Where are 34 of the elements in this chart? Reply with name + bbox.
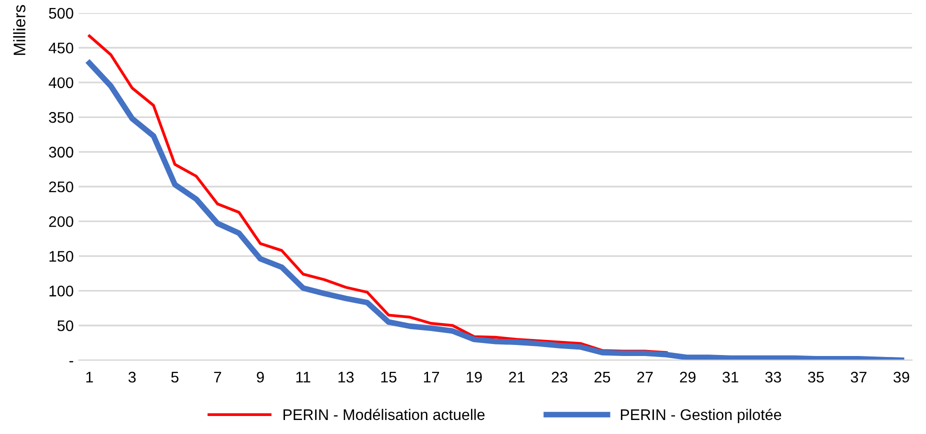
x-tick-label: 19	[466, 372, 482, 383]
x-tick-label: 21	[509, 372, 525, 382]
legend-label: PERIN - Gestion pilotée	[620, 408, 782, 424]
x-tick-label: 9	[256, 372, 264, 383]
y-tick-label: 500	[48, 8, 74, 19]
y-tick-label: 300	[48, 146, 74, 158]
x-tick-label: 5	[171, 372, 178, 383]
y-tick-label: 400	[48, 77, 74, 88]
x-tick-label: 33	[765, 372, 782, 383]
x-tick-label: 1	[86, 372, 93, 382]
y-axis-title: Milliers	[13, 5, 26, 55]
x-tick-label: 7	[214, 372, 222, 382]
x-tick-label: 17	[424, 372, 440, 382]
x-tick-label: 39	[894, 372, 910, 383]
x-tick-label: 25	[594, 372, 610, 383]
x-tick-label: 3	[128, 372, 136, 383]
x-tick-label: 13	[338, 372, 354, 383]
y-tick-label: 100	[50, 286, 74, 296]
y-tick-label: 200	[49, 216, 74, 228]
x-tick-label: 29	[680, 372, 696, 383]
x-tick-label: 37	[850, 372, 866, 383]
legend-label: PERIN - Modélisation actuelle	[284, 408, 485, 420]
y-tick-label: 450	[48, 42, 74, 54]
x-tick-label: 23	[552, 372, 568, 383]
y-tick-label: 150	[50, 250, 74, 262]
y-tick-label: 250	[49, 181, 74, 192]
x-tick-label: 27	[637, 372, 653, 382]
x-tick-label: 15	[381, 372, 396, 383]
x-tick-label: 35	[808, 372, 824, 383]
x-tick-label: 11	[296, 372, 310, 382]
x-tick-label: 31	[722, 372, 738, 383]
y-tick-label: -	[69, 361, 74, 362]
y-tick-label: 50	[57, 320, 74, 332]
y-tick-label: 350	[48, 112, 74, 123]
